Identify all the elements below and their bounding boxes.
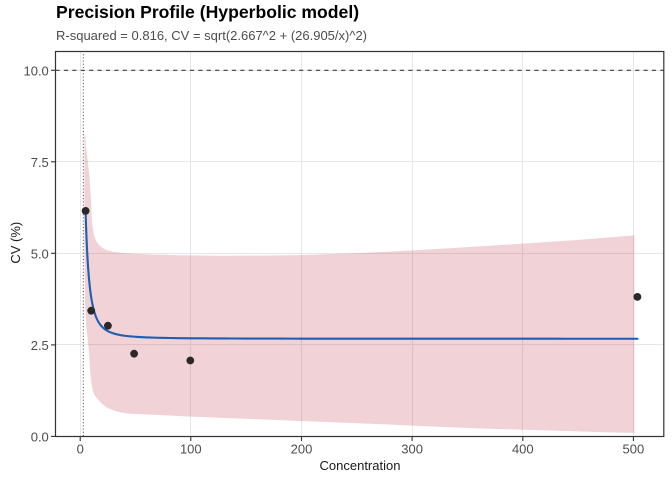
svg-text:7.5: 7.5 bbox=[31, 155, 49, 170]
svg-text:0.0: 0.0 bbox=[31, 430, 49, 445]
svg-text:300: 300 bbox=[401, 442, 423, 457]
svg-text:CV (%): CV (%) bbox=[8, 222, 23, 264]
svg-text:100: 100 bbox=[180, 442, 202, 457]
svg-text:Concentration: Concentration bbox=[320, 458, 401, 473]
svg-text:200: 200 bbox=[291, 442, 313, 457]
svg-text:5.0: 5.0 bbox=[31, 247, 49, 262]
svg-text:Precision Profile (Hyperbolic: Precision Profile (Hyperbolic model) bbox=[56, 2, 359, 22]
svg-text:R-squared = 0.816, CV = sqrt(2: R-squared = 0.816, CV = sqrt(2.667^2 + (… bbox=[56, 28, 367, 43]
svg-text:500: 500 bbox=[623, 442, 645, 457]
svg-text:0: 0 bbox=[77, 442, 84, 457]
svg-text:2.5: 2.5 bbox=[31, 338, 49, 353]
svg-text:10.0: 10.0 bbox=[23, 64, 48, 79]
svg-text:400: 400 bbox=[512, 442, 534, 457]
